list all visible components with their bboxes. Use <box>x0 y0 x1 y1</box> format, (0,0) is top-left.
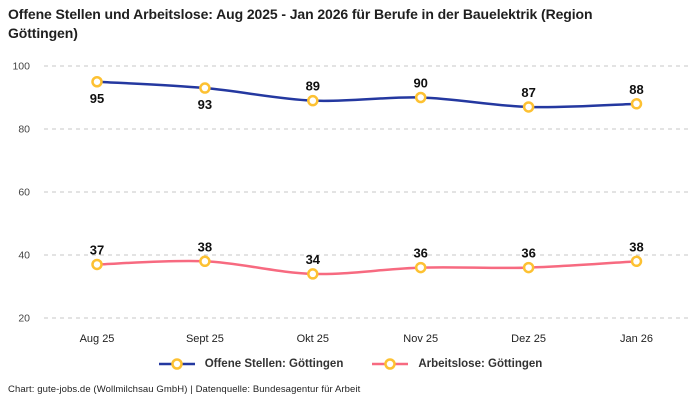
data-point-marker <box>522 261 535 274</box>
series-line <box>95 80 638 109</box>
data-point-marker <box>307 94 319 107</box>
data-point-marker <box>630 255 643 268</box>
x-tick-label: Okt 25 <box>297 333 329 345</box>
data-point-label: 38 <box>198 239 212 254</box>
series-line <box>95 259 638 276</box>
data-point-label: 37 <box>90 242 104 257</box>
data-point-label: 36 <box>521 246 535 261</box>
x-tick-label: Jan 26 <box>620 333 653 345</box>
x-tick-label: Sept 25 <box>186 333 224 345</box>
legend-swatch-offene-stellen-icon <box>158 358 195 370</box>
data-point-label: 90 <box>413 76 427 91</box>
data-point-label: 88 <box>629 82 643 97</box>
legend-item-offene-stellen: Offene Stellen: Göttingen <box>158 358 344 370</box>
data-point-label: 36 <box>413 246 427 261</box>
data-point-marker <box>522 101 535 113</box>
data-point-marker <box>199 255 211 268</box>
y-tick-label: 60 <box>18 187 30 199</box>
chart-title: Offene Stellen und Arbeitslose: Aug 2025… <box>8 6 593 41</box>
chart-legend: Offene Stellen: Göttingen Arbeitslose: G… <box>0 358 700 370</box>
data-point-marker <box>91 258 103 271</box>
x-tick-label: Dez 25 <box>511 333 546 345</box>
data-point-label: 38 <box>629 239 643 254</box>
data-point-marker <box>199 82 211 94</box>
y-tick-label: 20 <box>18 313 30 325</box>
data-point-label: 89 <box>306 79 320 94</box>
y-tick-label: 100 <box>12 61 30 73</box>
y-tick-label: 80 <box>18 124 30 136</box>
data-point-label: 87 <box>521 85 535 100</box>
data-point-marker <box>630 98 643 110</box>
legend-item-arbeitslose: Arbeitslose: Göttingen <box>371 358 542 370</box>
y-tick-label: 40 <box>18 250 30 262</box>
data-point-marker <box>307 268 319 280</box>
data-point-marker <box>91 76 103 88</box>
data-point-marker <box>414 91 427 104</box>
x-tick-label: Aug 25 <box>80 333 115 345</box>
x-tick-label: Nov 25 <box>403 333 438 345</box>
data-point-label: 95 <box>90 91 104 106</box>
data-point-label: 93 <box>198 97 212 112</box>
legend-label-offene-stellen: Offene Stellen: Göttingen <box>204 358 344 370</box>
legend-label-arbeitslose: Arbeitslose: Göttingen <box>418 358 543 370</box>
chart-credit: Chart: gute-jobs.de (Wollmilchsau GmbH) … <box>8 384 361 395</box>
data-point-label: 34 <box>306 252 321 267</box>
data-point-marker <box>414 261 427 274</box>
legend-swatch-arbeitslose-icon <box>372 358 409 370</box>
